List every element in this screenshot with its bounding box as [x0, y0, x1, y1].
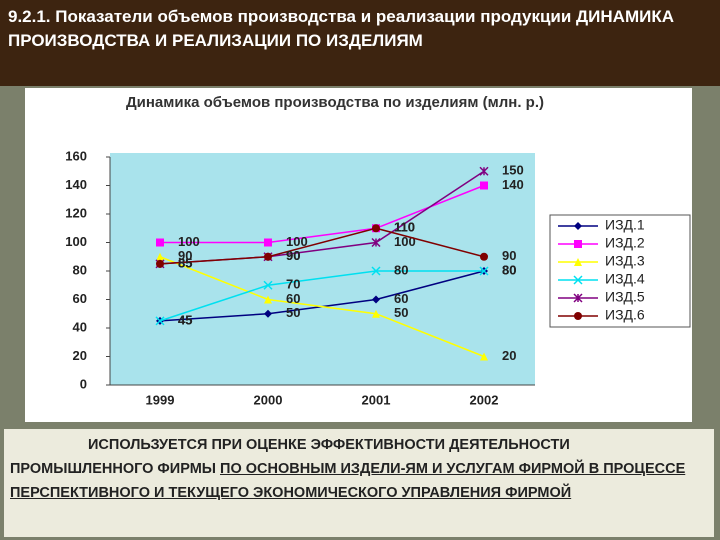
- data-label: 90: [502, 248, 516, 263]
- data-label: 20: [502, 348, 516, 363]
- y-tick-label: 140: [65, 177, 87, 192]
- marker: [480, 352, 488, 361]
- y-tick-label: 120: [65, 205, 87, 220]
- data-label: 80: [502, 262, 516, 277]
- marker: [372, 309, 380, 318]
- legend-marker: [574, 312, 582, 320]
- data-label: 80: [502, 262, 516, 277]
- y-tick-label: 20: [73, 348, 87, 363]
- y-tick-label: 80: [73, 262, 87, 277]
- note-text: ИСПОЛЬЗУЕТСЯ ПРИ ОЦЕНКЕ ЭФФЕКТИВНОСТИ ДЕ…: [10, 437, 570, 477]
- legend-marker: [574, 240, 582, 248]
- marker: [372, 224, 380, 233]
- x-tick-label: 2002: [470, 392, 499, 407]
- marker: [264, 252, 272, 261]
- note: ИСПОЛЬЗУЕТСЯ ПРИ ОЦЕНКЕ ЭФФЕКТИВНОСТИ ДЕ…: [4, 429, 714, 537]
- plot-area: [110, 153, 535, 385]
- marker: [479, 166, 489, 176]
- marker: [372, 295, 380, 304]
- slide-title: 9.2.1. Показатели объемов производства и…: [0, 0, 720, 86]
- marker: [371, 237, 381, 248]
- data-label: 45: [178, 312, 192, 327]
- x-tick-label: 2000: [254, 392, 283, 407]
- data-label: 90: [286, 248, 300, 263]
- data-label: 80: [394, 262, 408, 277]
- series-line: [159, 270, 484, 322]
- legend-marker: [574, 222, 582, 230]
- data-label: 100: [178, 234, 200, 249]
- x-tick-label: 1999: [146, 392, 175, 407]
- series-line: [159, 256, 485, 358]
- data-label: 140: [502, 177, 524, 192]
- data-label: 45: [178, 312, 192, 327]
- y-tick-label: 40: [73, 319, 87, 334]
- y-tick-label: 60: [73, 291, 87, 306]
- data-label: 100: [286, 234, 308, 249]
- legend: [549, 214, 691, 328]
- data-label: 90: [178, 248, 192, 263]
- marker: [156, 252, 164, 261]
- legend-marker: [574, 258, 582, 266]
- data-label: 60: [286, 291, 300, 306]
- data-label: 60: [394, 291, 408, 306]
- marker: [264, 295, 272, 304]
- marker: [263, 280, 273, 290]
- y-tick-label: 160: [65, 148, 87, 163]
- legend-label: ИЗД.4: [605, 271, 645, 287]
- y-tick-label: 0: [80, 376, 87, 391]
- legend-marker: [573, 275, 583, 285]
- legend-label: ИЗД.3: [605, 253, 645, 269]
- legend-label: ИЗД.1: [605, 217, 645, 233]
- legend-label: ИЗД.5: [605, 289, 645, 305]
- marker: [155, 316, 165, 326]
- legend-label: ИЗД.2: [605, 235, 645, 251]
- note-text: ПО ОСНОВНЫМ ИЗДЕЛИ-ЯМ И УСЛУГАМ ФИРМОЙ В…: [10, 461, 686, 501]
- data-label: 90: [286, 248, 300, 263]
- y-tick-label: 100: [65, 234, 87, 249]
- marker: [480, 181, 488, 190]
- marker: [479, 266, 489, 276]
- marker: [480, 252, 488, 261]
- marker: [264, 238, 272, 247]
- chart: 0 20 40 60 80 100 120 140 160 1999 2000 2001 2002 45 5…: [25, 88, 692, 422]
- chart-title: Динамика объемов производства по изделия…: [125, 94, 545, 111]
- data-label: 85: [178, 255, 192, 270]
- legend-label: ИЗД.6: [605, 307, 645, 323]
- legend-marker: [573, 293, 583, 303]
- marker: [264, 309, 272, 318]
- data-label: 50: [286, 305, 300, 320]
- data-label: 70: [286, 277, 300, 292]
- marker: [371, 266, 381, 276]
- data-label: 110: [394, 220, 415, 235]
- series-line: [159, 227, 485, 265]
- x-tick-label: 2001: [362, 392, 391, 407]
- data-label: 50: [394, 305, 408, 320]
- marker: [156, 259, 164, 268]
- data-label: 110: [394, 220, 415, 235]
- marker: [156, 238, 164, 247]
- data-label: 150: [502, 163, 524, 178]
